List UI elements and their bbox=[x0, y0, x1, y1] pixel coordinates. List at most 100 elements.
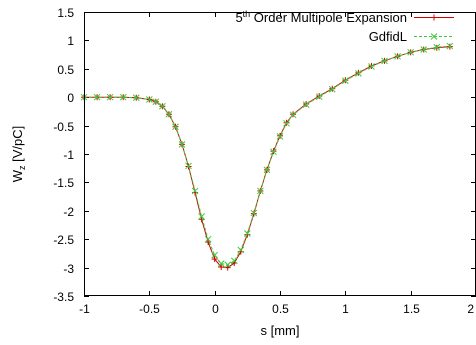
marker-stroke bbox=[394, 52, 401, 60]
data-point bbox=[106, 93, 114, 101]
marker-stroke bbox=[341, 77, 349, 85]
data-point bbox=[218, 264, 225, 271]
data-point bbox=[302, 101, 310, 108]
series-2 bbox=[80, 42, 454, 269]
data-point bbox=[433, 43, 441, 51]
marker-stroke bbox=[145, 96, 153, 103]
y-tick-label: 0 bbox=[67, 91, 74, 105]
data-point bbox=[191, 187, 199, 195]
marker-stroke bbox=[165, 110, 173, 118]
y-tick-label: 1 bbox=[67, 34, 74, 48]
data-point bbox=[217, 260, 225, 267]
marker-stroke bbox=[328, 85, 336, 93]
x-tick-label: -1 bbox=[79, 302, 90, 316]
y-tick-labels: 1.5 1 0.5 0 -0.5 -1 -1.5 -2 -2.5 -3 -3.5 bbox=[53, 6, 74, 304]
y-axis-label-unit: [V/pC] bbox=[10, 126, 25, 166]
x-tick-label: 1 bbox=[342, 302, 349, 316]
data-point bbox=[315, 93, 323, 100]
data-point bbox=[230, 257, 238, 265]
data-point bbox=[289, 111, 297, 119]
marker-stroke bbox=[407, 48, 415, 56]
plot-frame bbox=[84, 12, 476, 296]
data-point bbox=[276, 133, 284, 140]
marker-stroke bbox=[230, 257, 238, 265]
data-point bbox=[172, 123, 179, 131]
data-point bbox=[159, 102, 166, 110]
data-point bbox=[132, 94, 140, 102]
marker-stroke bbox=[250, 209, 258, 217]
marker-stroke bbox=[237, 246, 245, 254]
marker-stroke bbox=[420, 46, 428, 53]
legend-label-series-2: GdfidL bbox=[369, 29, 407, 44]
data-point bbox=[237, 246, 245, 254]
data-point bbox=[328, 85, 336, 93]
x-tick-label: 1.5 bbox=[403, 302, 420, 316]
data-point bbox=[407, 48, 415, 56]
data-point bbox=[394, 52, 401, 60]
legend-label-superscript: th bbox=[243, 9, 251, 19]
data-point bbox=[270, 148, 277, 156]
y-tick-label: -2.5 bbox=[53, 233, 74, 247]
y-tick-label: -3.5 bbox=[53, 290, 74, 304]
marker-stroke bbox=[172, 123, 179, 131]
marker-stroke bbox=[106, 93, 114, 101]
marker-stroke bbox=[368, 63, 375, 70]
y-axis-label-subscript: z bbox=[17, 165, 27, 170]
marker-stroke bbox=[257, 187, 264, 195]
marker-stroke bbox=[191, 187, 199, 195]
legend-marker bbox=[431, 14, 437, 21]
series-1 bbox=[81, 43, 453, 271]
x-tick-label: -0.5 bbox=[139, 302, 160, 316]
y-axis-label: Wz [V/pC] bbox=[10, 126, 27, 183]
legend-label-rest: Order Multipole Expansion bbox=[250, 10, 407, 25]
data-point bbox=[224, 264, 231, 271]
data-point bbox=[283, 119, 290, 127]
marker-stroke bbox=[211, 251, 219, 259]
marker-stroke bbox=[132, 94, 140, 102]
x-tick-label: 2 bbox=[467, 302, 474, 316]
y-tick-label: 0.5 bbox=[57, 63, 74, 77]
data-point bbox=[211, 256, 218, 263]
series-line bbox=[84, 46, 450, 269]
legend-marker bbox=[430, 33, 438, 40]
data-point bbox=[198, 216, 205, 223]
marker-stroke bbox=[185, 162, 192, 170]
data-point bbox=[224, 261, 232, 269]
marker-stroke bbox=[315, 93, 323, 100]
marker-stroke bbox=[217, 260, 225, 267]
data-point bbox=[250, 209, 258, 217]
data-point bbox=[211, 251, 219, 259]
x-tick-label: 0 bbox=[212, 302, 219, 316]
marker-stroke bbox=[289, 111, 297, 119]
marker-stroke bbox=[178, 140, 186, 148]
marker-stroke bbox=[381, 57, 388, 65]
y-tick-label: -2 bbox=[63, 205, 74, 219]
marker-stroke bbox=[263, 166, 271, 174]
series-layer bbox=[80, 42, 454, 271]
y-tick-label: -0.5 bbox=[53, 120, 74, 134]
marker-stroke bbox=[159, 102, 166, 110]
data-point bbox=[257, 187, 264, 195]
marker-stroke bbox=[204, 235, 212, 243]
marker-stroke bbox=[152, 98, 160, 106]
data-point bbox=[165, 110, 173, 118]
data-point bbox=[381, 57, 388, 65]
marker-stroke bbox=[224, 261, 232, 269]
x-tick-labels: -1 -0.5 0 0.5 1 1.5 2 bbox=[79, 302, 474, 316]
data-point bbox=[178, 140, 186, 148]
data-point bbox=[263, 166, 271, 174]
series-line bbox=[84, 45, 450, 266]
marker-stroke bbox=[119, 93, 127, 101]
data-point bbox=[119, 93, 127, 101]
data-point bbox=[446, 42, 454, 50]
data-point bbox=[341, 77, 349, 85]
marker-stroke bbox=[433, 43, 441, 51]
y-tick-label: 1.5 bbox=[57, 6, 74, 20]
legend: 5th Order Multipole Expansion GdfidL bbox=[235, 9, 454, 44]
data-point bbox=[368, 63, 375, 70]
legend-label-base: 5 bbox=[235, 10, 242, 25]
data-point bbox=[145, 96, 153, 103]
data-point bbox=[93, 93, 101, 101]
marker-stroke bbox=[93, 93, 101, 101]
